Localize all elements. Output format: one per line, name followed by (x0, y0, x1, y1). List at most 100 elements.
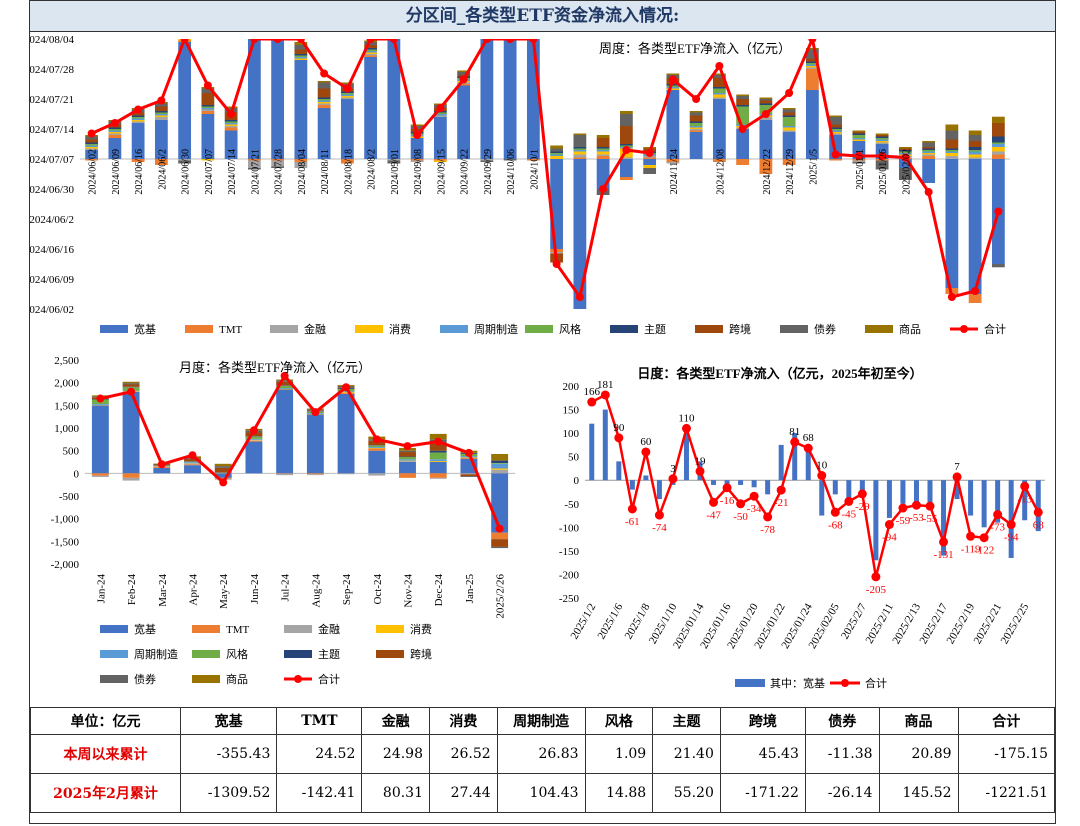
bar-segment (122, 381, 140, 384)
bar-segment (184, 459, 201, 462)
bar-segment (131, 123, 145, 159)
bar-kuanji (927, 480, 933, 509)
bar-segment (852, 130, 866, 132)
total-point (280, 371, 289, 380)
total-point (464, 448, 473, 457)
bar-segment (364, 55, 378, 57)
monthly-chart: -2,000 -1,500 -1,000 -500 0 500 1,000 1,500 2,00… (51, 355, 515, 686)
legend-label: 消费 (410, 622, 432, 636)
bar-segment (550, 151, 564, 153)
bar-segment (317, 102, 331, 104)
bar-segment (108, 129, 122, 131)
legend-swatch (100, 325, 128, 333)
total-point (979, 533, 989, 543)
bar-kuanji (913, 480, 919, 509)
bar-kuanji (616, 461, 622, 481)
bar-segment (131, 118, 145, 120)
total-point (884, 520, 894, 530)
total-point (552, 260, 561, 268)
bar-segment (224, 126, 238, 128)
total-point (654, 510, 664, 520)
bar-segment (736, 94, 750, 96)
bar-segment (782, 126, 796, 128)
bar-segment (922, 148, 936, 150)
total-point (366, 39, 375, 43)
x-tick-label: Nov-24 (403, 574, 415, 608)
bar-segment (271, 159, 285, 161)
x-tick-label: Jan-24 (95, 574, 107, 604)
legend-label: 商品 (226, 672, 248, 686)
bar-segment (782, 130, 796, 132)
bar-segment (429, 477, 447, 479)
x-tick-label: 2024/09/08 (413, 149, 424, 195)
total-point (600, 390, 610, 400)
bar-segment (154, 117, 168, 120)
table-cell: 45.43 (719, 734, 806, 774)
bar-segment (131, 117, 145, 119)
total-point (898, 503, 908, 513)
bar-segment (276, 388, 294, 390)
bar-segment (782, 112, 796, 116)
bar-segment (245, 441, 263, 474)
total-point (342, 383, 351, 392)
bar-segment (85, 142, 99, 144)
bar-segment (991, 116, 1005, 123)
y-tick-label: 100 (563, 428, 580, 440)
table-cell: -11.38 (804, 734, 880, 774)
total-point (180, 39, 189, 43)
y-tick-label: 500 (63, 446, 80, 458)
bar-segment (271, 39, 285, 159)
data-label: 60 (640, 436, 652, 448)
data-label: -55 (923, 513, 938, 525)
total-point (763, 512, 773, 522)
bar-segment (337, 391, 355, 393)
bar-segment (689, 127, 703, 129)
bar-segment (573, 150, 587, 152)
table-cell: 145.52 (878, 773, 959, 813)
bar-segment (689, 132, 703, 159)
bar-segment (108, 132, 122, 134)
bar-segment (736, 129, 750, 159)
total-point (372, 435, 381, 444)
bar-segment (214, 477, 232, 479)
y-tick-label: 2024/07/28 (30, 64, 74, 76)
bar-segment (201, 108, 215, 110)
total-point (227, 110, 236, 118)
y-tick-label: -150 (559, 546, 580, 558)
bar-segment (340, 96, 354, 98)
bar-segment (294, 45, 308, 50)
table-header-cell: 主题 (652, 707, 721, 735)
bar-segment (922, 150, 936, 152)
bar-segment (991, 142, 1005, 144)
bar-segment (712, 87, 726, 89)
bar-segment (875, 141, 889, 143)
x-tick-label: 2024/07/07 (204, 149, 215, 195)
x-tick-label: 2024/12/08 (715, 149, 726, 195)
bar-segment (829, 115, 843, 117)
bar-segment (712, 97, 726, 99)
x-tick-label: 2025/01/26 (878, 149, 889, 195)
bar-segment (224, 127, 238, 131)
bar-segment (276, 389, 294, 474)
bar-segment (945, 151, 959, 153)
bar-segment (736, 99, 750, 105)
bar-segment (991, 151, 1005, 155)
bar-segment (457, 85, 471, 159)
total-point (790, 437, 800, 447)
bar-segment (276, 379, 294, 381)
total-point (127, 387, 136, 396)
summary-row-week: 本周以来累计 -355.43 24.52 24.98 26.52 26.83 1.09 21.… (30, 734, 1056, 774)
y-tick-label: 0 (74, 468, 80, 480)
x-tick-label: 2025/2/7 (839, 601, 869, 641)
bar-segment (340, 93, 354, 95)
bar-segment (805, 90, 819, 159)
bar-segment (85, 136, 99, 140)
bar-segment (596, 154, 610, 156)
x-tick-label: May-24 (218, 574, 230, 609)
bar-segment (573, 133, 587, 135)
bar-segment (491, 468, 509, 470)
bar-segment (85, 144, 99, 146)
total-point (203, 81, 212, 90)
bar-segment (337, 394, 355, 474)
bar-segment (184, 464, 201, 466)
